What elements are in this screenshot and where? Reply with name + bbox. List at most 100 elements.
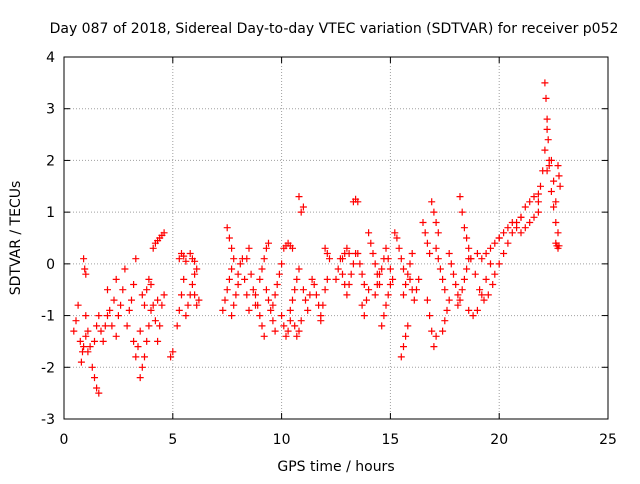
data-point — [478, 291, 486, 299]
data-point — [72, 317, 80, 325]
data-point — [310, 281, 318, 288]
data-point — [545, 162, 553, 170]
chart-title: Day 087 of 2018, Sidereal Day-to-day VTE… — [50, 21, 619, 37]
data-point — [278, 312, 286, 320]
data-point — [382, 244, 390, 252]
data-point — [458, 208, 466, 216]
data-point — [236, 260, 244, 268]
data-point — [400, 265, 407, 273]
data-point — [195, 296, 203, 304]
data-point — [149, 301, 157, 309]
data-point — [460, 224, 468, 232]
data-point — [117, 301, 125, 309]
data-point — [145, 275, 153, 283]
data-point — [167, 353, 175, 361]
data-point — [156, 322, 164, 330]
data-point — [439, 327, 447, 335]
data-point — [299, 286, 307, 294]
data-point — [321, 244, 329, 252]
x-tick-label: 10 — [273, 432, 291, 448]
data-point — [173, 322, 181, 330]
data-point — [458, 286, 466, 294]
data-point — [432, 332, 440, 340]
data-point — [108, 322, 116, 330]
data-point — [91, 374, 98, 382]
data-point — [302, 296, 309, 304]
data-point — [371, 291, 379, 299]
data-point — [82, 270, 90, 278]
data-point — [534, 198, 542, 206]
data-point — [521, 224, 529, 232]
data-point — [543, 115, 551, 123]
data-point — [299, 203, 307, 211]
data-point — [544, 136, 552, 144]
data-point — [225, 275, 233, 283]
data-point — [443, 306, 451, 314]
data-point — [82, 332, 90, 340]
data-point — [541, 79, 549, 87]
data-point — [423, 239, 431, 247]
data-point — [93, 322, 101, 330]
data-point — [421, 229, 429, 237]
data-point — [147, 281, 155, 288]
data-point — [543, 125, 551, 133]
data-point — [282, 332, 290, 340]
data-point — [221, 296, 229, 304]
data-point — [243, 255, 251, 263]
data-point — [114, 312, 122, 320]
data-point — [123, 322, 131, 330]
data-point — [347, 270, 355, 278]
data-point — [138, 363, 146, 371]
data-point — [160, 229, 168, 237]
data-point — [463, 265, 471, 273]
y-tick-label: 1 — [46, 205, 55, 221]
y-tick-label: -1 — [41, 309, 55, 325]
data-point — [225, 234, 233, 242]
data-point — [245, 244, 253, 252]
data-point — [478, 255, 486, 263]
data-point — [154, 337, 162, 345]
data-point — [410, 296, 418, 304]
data-point — [321, 286, 329, 294]
data-point — [371, 260, 379, 268]
data-point — [467, 255, 475, 263]
data-point — [191, 270, 199, 278]
data-point — [143, 286, 151, 294]
data-point — [482, 275, 490, 283]
data-point — [473, 250, 481, 257]
data-point — [430, 208, 438, 216]
data-point — [280, 322, 288, 330]
data-point — [408, 250, 416, 257]
data-point — [260, 332, 268, 340]
data-point — [76, 337, 84, 345]
data-point — [542, 94, 550, 102]
data-point — [93, 384, 101, 392]
data-point — [500, 229, 508, 237]
data-point — [454, 291, 462, 299]
data-point — [74, 301, 82, 309]
data-point — [530, 193, 538, 201]
data-point — [323, 250, 331, 257]
data-point — [306, 291, 314, 299]
data-point — [188, 281, 196, 288]
data-point — [80, 255, 88, 263]
data-point — [452, 281, 460, 288]
x-axis-label: GPS time / hours — [277, 459, 394, 475]
data-point — [84, 348, 92, 356]
data-point — [445, 250, 453, 257]
data-point — [530, 213, 538, 221]
data-point — [367, 239, 375, 247]
data-point — [391, 229, 399, 237]
data-point — [428, 327, 436, 335]
data-point — [110, 296, 118, 304]
data-point — [219, 306, 227, 314]
data-point — [125, 306, 133, 314]
data-point — [143, 337, 151, 345]
data-point — [517, 229, 525, 237]
data-point — [186, 250, 194, 257]
data-point — [295, 327, 303, 335]
data-point — [262, 244, 270, 252]
data-point — [234, 281, 242, 288]
data-point — [436, 265, 444, 273]
data-point — [380, 312, 388, 320]
